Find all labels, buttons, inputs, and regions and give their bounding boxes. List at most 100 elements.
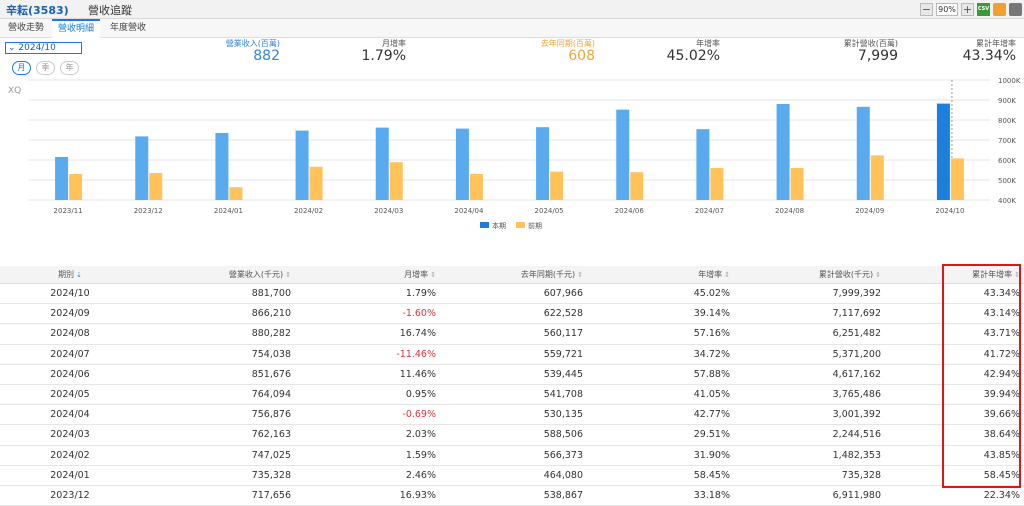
cell-cumulative: 4,617,162 [832, 368, 881, 380]
legend-current-label: 本期 [492, 221, 506, 230]
cell-yoy: 33.18% [693, 489, 730, 501]
summary-yoy-value: 45.02% [666, 48, 720, 64]
freq-year-button[interactable]: 年 [60, 61, 79, 75]
cell-revenue: 762,163 [251, 429, 291, 441]
header-yoy[interactable]: 年增率 ⇕ [698, 270, 730, 279]
cell-mom: -1.60% [402, 308, 436, 320]
x-tick-label: 2024/08 [775, 207, 804, 215]
cell-cum-yoy: 43.71% [983, 328, 1020, 340]
cell-yoy: 57.16% [693, 328, 730, 340]
cell-revenue: 717,656 [251, 489, 291, 501]
summary-cumulative-value: 7,999 [857, 48, 898, 64]
cell-lastyear: 560,117 [543, 328, 583, 340]
csv-export-button[interactable]: CSV [977, 2, 990, 16]
cell-mom: 16.93% [399, 489, 436, 501]
cell-mom: 1.79% [405, 288, 436, 300]
revenue-table: 期別 ⇣ 營業收入(千元) ⇕ 月增率 ⇕ 去年同期(千元) ⇕ 年增率 ⇕ 累計營收(千… [0, 266, 1024, 506]
zoom-level[interactable]: 90% [936, 2, 958, 16]
header-period[interactable]: 期別 ⇣ [58, 270, 82, 279]
x-tick-label: 2023/12 [134, 207, 163, 215]
zoom-out-button[interactable]: − [920, 2, 933, 16]
header-mom[interactable]: 月增率 ⇕ [404, 270, 436, 279]
cell-mom: 2.03% [405, 429, 436, 441]
page-title: 營收追蹤 [88, 4, 132, 17]
cell-cumulative: 3,001,392 [832, 409, 881, 421]
tab-revenue-trend[interactable]: 營收走勢 [8, 23, 45, 33]
x-tick-label: 2024/10 [935, 207, 964, 215]
bar-current [295, 130, 309, 200]
cell-lastyear: 607,966 [543, 288, 583, 300]
x-tick-label: 2024/05 [535, 207, 564, 215]
stock-name[interactable]: 辛耘(3583) [6, 4, 69, 17]
cell-revenue: 754,038 [251, 348, 291, 360]
period-value: 2024/10 [18, 43, 56, 53]
cell-yoy: 42.77% [693, 409, 730, 421]
bar-previous [710, 168, 724, 200]
bar-current [135, 136, 149, 200]
bar-current [616, 109, 630, 200]
cell-revenue: 851,676 [251, 368, 291, 380]
header-revenue[interactable]: 營業收入(千元) ⇕ [228, 270, 291, 279]
zoom-in-button[interactable]: + [961, 2, 974, 16]
tab-annual-revenue[interactable]: 年度營收 [110, 23, 147, 33]
cell-period: 2023/12 [50, 489, 90, 501]
bar-current [696, 129, 710, 200]
cell-lastyear: 539,445 [543, 368, 583, 380]
cell-cum-yoy: 38.64% [983, 429, 1020, 441]
y-tick-label: 800K [998, 117, 1016, 125]
x-tick-label: 2024/01 [214, 207, 243, 215]
y-tick-label: 700K [998, 137, 1016, 145]
freq-month-button[interactable]: 月 [12, 61, 31, 75]
cell-mom: 0.95% [405, 389, 436, 401]
cell-revenue: 747,025 [251, 449, 291, 461]
summary-cum-yoy-value: 43.34% [962, 48, 1016, 64]
cell-period: 2024/04 [50, 409, 90, 421]
cell-cumulative: 3,765,486 [832, 389, 881, 401]
cell-cum-yoy: 43.85% [983, 449, 1020, 461]
cell-revenue: 764,094 [251, 389, 291, 401]
cell-period: 2024/08 [50, 328, 90, 340]
legend-previous-swatch [516, 222, 525, 228]
cell-cum-yoy: 41.72% [983, 348, 1020, 360]
tab-bar: 營收走勢 營收明細 年度營收 [0, 19, 1024, 38]
table-header: 期別 ⇣ 營業收入(千元) ⇕ 月增率 ⇕ 去年同期(千元) ⇕ 年增率 ⇕ 累計營收(千… [0, 266, 1024, 284]
cell-cumulative: 6,911,980 [832, 489, 881, 501]
cell-lastyear: 588,506 [543, 429, 583, 441]
header-cum-yoy[interactable]: 累計年增率 ⇕ [972, 270, 1020, 279]
cell-mom: 1.59% [405, 449, 436, 461]
summary-cum-yoy-label: 累計年增率 [976, 39, 1016, 48]
header-cumulative[interactable]: 累計營收(千元) ⇕ [818, 270, 881, 279]
bar-current [936, 103, 950, 200]
cell-yoy: 31.90% [693, 449, 730, 461]
title-bar: 辛耘(3583) 營收追蹤 − 90% + CSV [0, 0, 1024, 19]
cell-lastyear: 464,080 [543, 469, 583, 481]
cell-mom: -0.69% [402, 409, 436, 421]
cell-cum-yoy: 42.94% [983, 368, 1020, 380]
x-tick-label: 2024/02 [294, 207, 323, 215]
cell-cum-yoy: 58.45% [983, 469, 1020, 481]
x-tick-label: 2024/03 [374, 207, 403, 215]
x-tick-label: 2024/09 [855, 207, 884, 215]
y-tick-label: 500K [998, 177, 1016, 185]
tab-revenue-detail[interactable]: 營收明細 [52, 19, 101, 38]
bar-previous [870, 155, 884, 200]
bar-previous [229, 187, 243, 200]
toolbar: − 90% + CSV [920, 1, 1022, 17]
bar-previous [149, 173, 163, 200]
y-tick-label: 400K [998, 197, 1016, 205]
cell-mom: 2.46% [405, 469, 436, 481]
cell-yoy: 29.51% [693, 429, 730, 441]
header-lastyear[interactable]: 去年同期(千元) ⇕ [520, 270, 583, 279]
bar-previous [790, 168, 804, 200]
legend-current-swatch [480, 222, 489, 228]
print-icon[interactable] [1009, 2, 1022, 16]
freq-quarter-button[interactable]: 季 [36, 61, 55, 75]
cell-cum-yoy: 39.66% [983, 409, 1020, 421]
x-tick-label: 2024/04 [454, 207, 484, 215]
bar-current [55, 157, 69, 200]
cell-cumulative: 2,244,516 [832, 429, 881, 441]
period-select[interactable]: ⌄ 2024/10 [5, 42, 82, 54]
cell-yoy: 45.02% [693, 288, 730, 300]
cell-cumulative: 735,328 [841, 469, 881, 481]
lock-icon[interactable] [993, 2, 1006, 16]
